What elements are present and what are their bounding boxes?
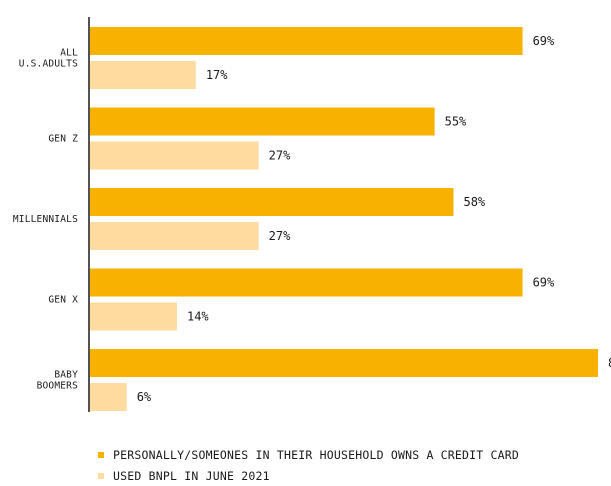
legend-item-credit-card: PERSONALLY/SOMEONES IN THEIR HOUSEHOLD O… [98,444,519,465]
bar-credit-card-all-us-adults [90,27,523,55]
legend-label-credit-card: PERSONALLY/SOMEONES IN THEIR HOUSEHOLD O… [113,447,520,462]
value-label-credit-card-baby-boomers: 81% [608,356,611,370]
value-label-credit-card-all-us-adults: 69% [533,34,555,48]
bar-bnpl-millennials [90,222,259,250]
value-label-bnpl-all-us-adults: 17% [206,68,228,82]
value-label-bnpl-baby-boomers: 6% [137,390,152,404]
value-label-bnpl-gen-z: 27% [269,149,291,163]
legend-swatch-credit-card [98,451,104,458]
bar-bnpl-baby-boomers [90,383,127,411]
bar-credit-card-gen-z [90,107,435,136]
bar-credit-card-baby-boomers [90,349,598,377]
value-label-credit-card-millennials: 58% [463,195,485,209]
value-label-bnpl-gen-x: 14% [187,310,209,324]
category-label-gen-x: GEN X [48,295,78,306]
value-label-bnpl-millennials: 27% [269,229,291,243]
value-label-credit-card-gen-x: 69% [533,276,555,290]
bar-chart: ALL U.S.ADULTS 69% 17% GEN Z 55% 27% MILLENNIAL… [13,17,611,412]
value-label-credit-card-gen-z: 55% [445,115,467,129]
bar-credit-card-millennials [90,188,454,216]
bar-bnpl-gen-x [90,302,177,331]
category-label-gen-z: GEN Z [48,134,78,145]
bar-bnpl-gen-z [90,141,259,170]
category-label-millennials: MILLENNIALS [13,214,78,225]
legend: PERSONALLY/SOMEONES IN THEIR HOUSEHOLD O… [98,444,519,486]
category-label-all-us-adults: ALL U.S.ADULTS [19,48,78,70]
bar-bnpl-all-us-adults [90,61,196,89]
bar-credit-card-gen-x [90,268,523,297]
category-label-baby-boomers: BABY BOOMERS [37,370,79,392]
